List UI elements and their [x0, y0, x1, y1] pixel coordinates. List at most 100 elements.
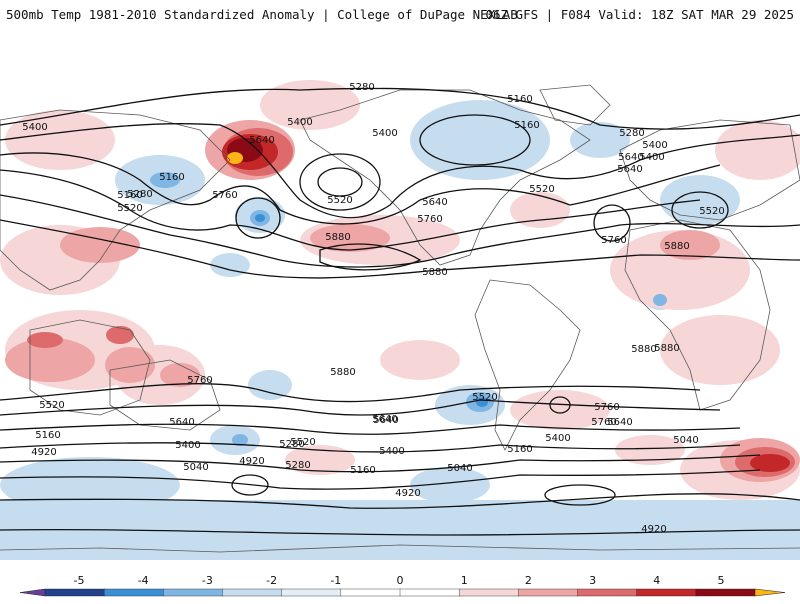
contour-label: 5520 — [472, 392, 497, 403]
contour-closed — [235, 197, 281, 239]
legend-tick-label: 5 — [718, 574, 725, 587]
contour-line — [0, 423, 741, 435]
warm-anomaly-max — [227, 152, 243, 164]
contour-closed — [317, 167, 363, 197]
contour-line — [0, 169, 701, 251]
contour-label: 5640 — [607, 417, 632, 428]
contour-label: 5760 — [591, 417, 616, 428]
contour-line — [0, 219, 800, 279]
contour-label: 4920 — [31, 447, 56, 458]
legend-swatch — [103, 588, 165, 597]
contour-closed — [299, 153, 381, 211]
africa-outline — [624, 219, 771, 411]
legend-ticks: -5 -4 -3 -2 -1 0 1 2 3 4 5 — [74, 574, 725, 587]
contour-label: 4920 — [239, 456, 264, 467]
contour-label: 5640 — [249, 135, 274, 146]
legend-arrow-min — [19, 588, 46, 597]
contour-label: 4920 — [395, 488, 420, 499]
contour-line — [0, 528, 800, 536]
legend-tick-label: 3 — [589, 574, 596, 587]
antarctica-outline — [0, 544, 800, 553]
contour-label: 5520 — [699, 206, 724, 217]
contour-closed — [671, 191, 729, 229]
legend-tick-label: -1 — [330, 574, 341, 587]
contour-label: 5520 — [327, 195, 352, 206]
legend-svg: -5 -4 -3 -2 -1 0 1 2 3 4 5 — [19, 574, 786, 597]
contour-line — [0, 442, 741, 453]
contour-label: 5760 — [212, 190, 237, 201]
contour-label: 5160 — [514, 120, 539, 131]
cold-anomaly-light — [0, 100, 800, 560]
legend-swatch — [399, 588, 460, 597]
contour-label: 5520 — [39, 400, 64, 411]
north-america-outline — [299, 89, 591, 266]
contour-line — [0, 123, 800, 219]
model-run-info: 06Z GFS | F084 Valid: 18Z SAT MAR 29 202… — [485, 7, 794, 22]
legend-tick-label: 2 — [525, 574, 532, 587]
contour-label: 5280 — [127, 189, 152, 200]
contour-closed — [419, 114, 531, 166]
legend-tick-label: -5 — [74, 574, 85, 587]
contour-label: 5400 — [545, 433, 570, 444]
contour-label: 4920 — [641, 524, 666, 535]
contour-label: 5280 — [285, 460, 310, 471]
contour-label: 5640 — [617, 164, 642, 175]
contour-label: 5520 — [290, 437, 315, 448]
contour-label: 5160 — [117, 190, 142, 201]
legend-swatch — [163, 588, 224, 597]
cold-anomaly-strong — [255, 214, 488, 407]
contour-label: 5640 — [422, 197, 447, 208]
contour-closed — [231, 474, 269, 496]
contour-label: 5760 — [601, 235, 626, 246]
legend-swatch — [44, 588, 105, 597]
contour-line — [0, 383, 701, 403]
contour-label: 5280 — [349, 82, 374, 93]
contour-label: 5880 — [664, 241, 689, 252]
contour-line — [0, 493, 800, 509]
contour-label: 5520 — [117, 203, 142, 214]
legend-swatch — [695, 588, 756, 597]
south-america-outline — [474, 279, 581, 451]
header: 500mb Temp 1981-2010 Standardized Anomal… — [0, 0, 800, 30]
contour-label: 5280 — [279, 439, 304, 450]
contour-label: 5880 — [330, 367, 355, 378]
asia-outline — [0, 109, 231, 291]
contour-label: 5760 — [187, 375, 212, 386]
contour-label: 5880 — [325, 232, 350, 243]
contour-line — [0, 152, 721, 225]
height-contours — [0, 87, 800, 536]
contour-label: 5040 — [673, 435, 698, 446]
contour-label: 5400 — [642, 140, 667, 151]
contour-label: 5880 — [631, 344, 656, 355]
greenland-outline — [539, 84, 611, 126]
contour-label: 5400 — [639, 152, 664, 163]
contour-label: 5640 — [169, 417, 194, 428]
contour-label: 5880 — [654, 343, 679, 354]
contour-label: 5400 — [287, 117, 312, 128]
europe-outline — [619, 119, 800, 221]
contour-label: 5640 — [618, 152, 643, 163]
legend-tick-label: -4 — [138, 574, 149, 587]
contour-closed — [319, 243, 422, 271]
contour-label: 5760 — [417, 214, 442, 225]
map-title: 500mb Temp 1981-2010 Standardized Anomal… — [6, 7, 518, 22]
contour-label: 5880 — [422, 267, 447, 278]
contour-line — [0, 194, 800, 268]
contour-label: 5160 — [350, 465, 375, 476]
contour-line — [0, 399, 721, 416]
legend-swatch — [636, 588, 697, 597]
map-panel: 5280 5160 5400 5400 5160 5280 5400 5640 5400 5160… — [0, 30, 800, 560]
contour-label: 5280 — [619, 128, 644, 139]
legend-tick-label: -2 — [266, 574, 277, 587]
contour-closed — [544, 484, 616, 506]
legend-swatch — [281, 588, 342, 597]
legend-bar — [19, 588, 786, 597]
legend-tick-label: 1 — [461, 574, 468, 587]
legend-tick-label: 4 — [653, 574, 660, 587]
color-scale-legend: -5 -4 -3 -2 -1 0 1 2 3 4 5 — [0, 565, 800, 600]
contour-label: 5520 — [529, 184, 554, 195]
contour-label: 5040 — [183, 462, 208, 473]
legend-tick-label: 0 — [397, 574, 404, 587]
